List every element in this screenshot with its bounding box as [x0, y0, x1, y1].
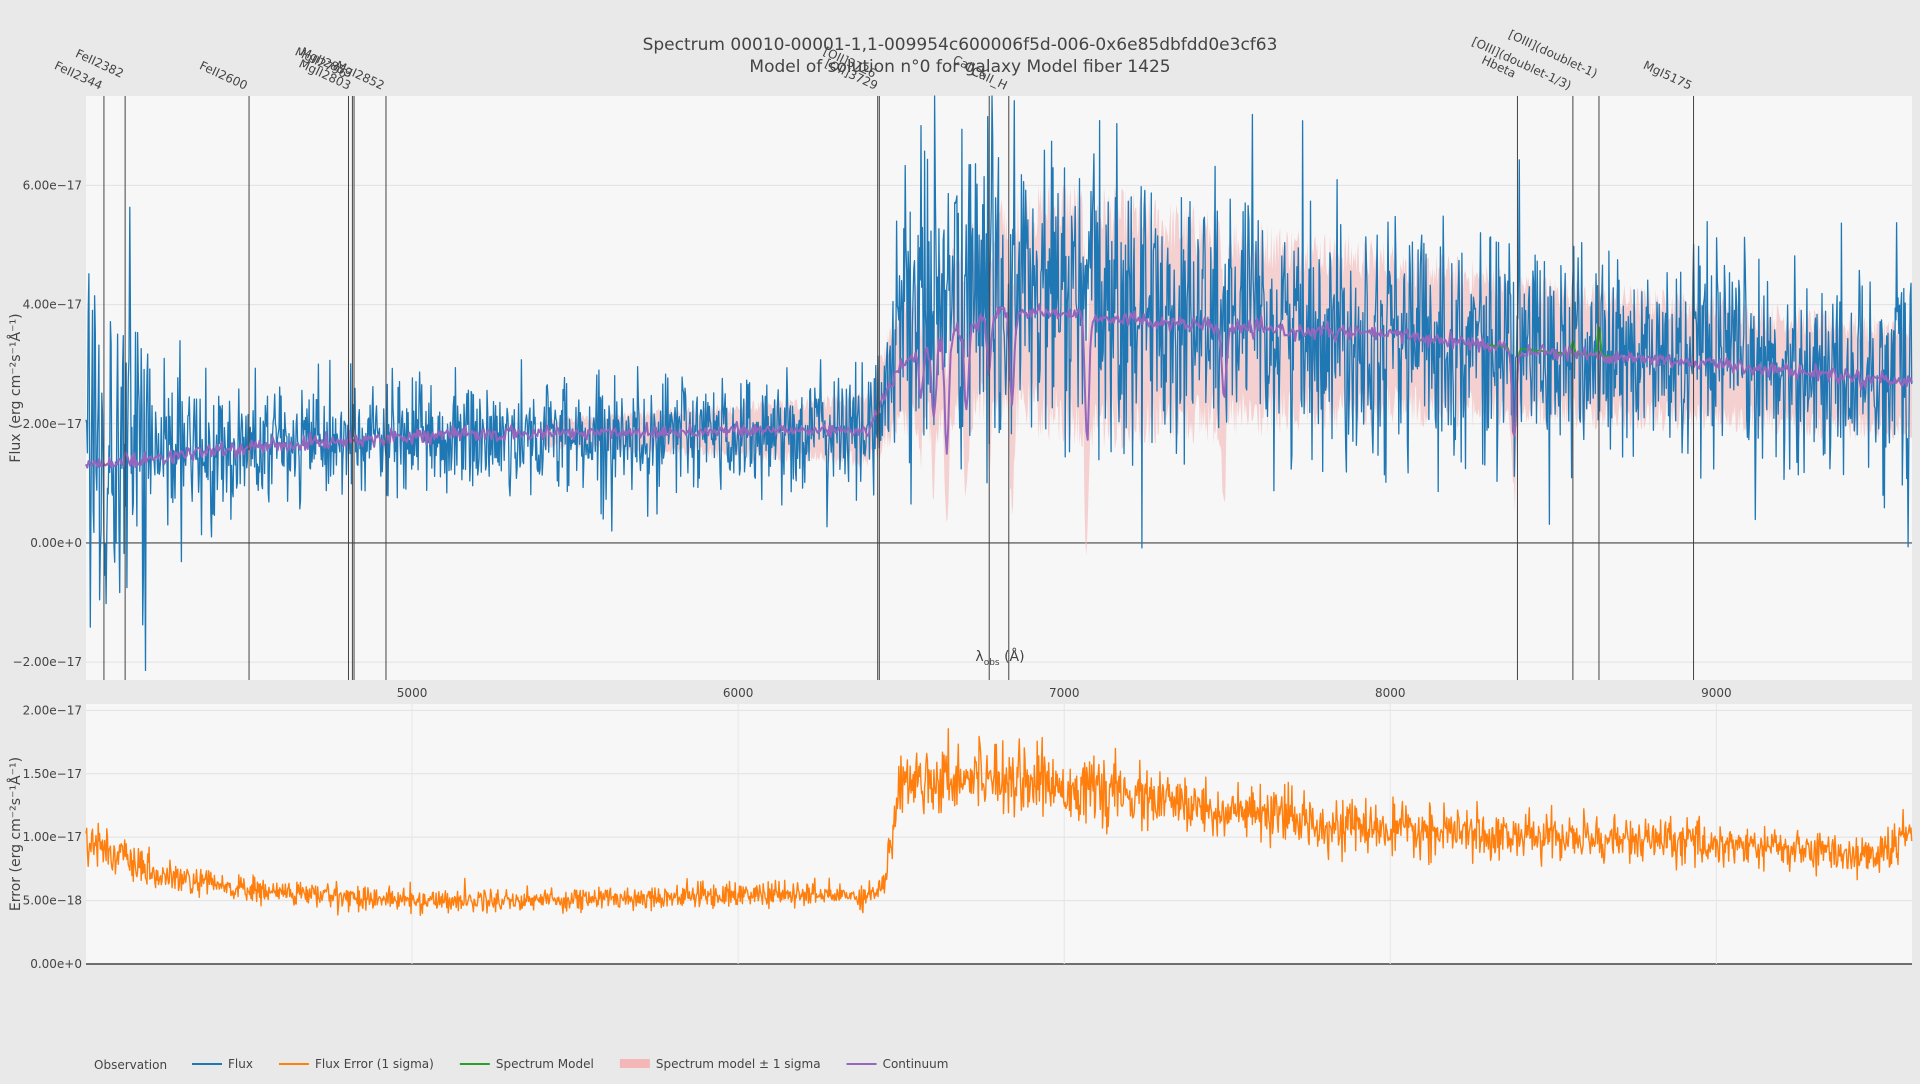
x-axis-title-tail: (Å): [1000, 648, 1025, 665]
chart-subtitle: Model of solution n°0 for galaxy Model f…: [749, 57, 1170, 77]
x-tick-label: 5000: [397, 686, 428, 700]
legend-entry-label[interactable]: Spectrum model ± 1 sigma: [656, 1057, 821, 1071]
continuum-line[interactable]: [85, 303, 1913, 469]
chart-title: Spectrum 00010-00001-1,1-009954c600006f5…: [643, 35, 1278, 55]
x-tick-label: 6000: [723, 686, 754, 700]
error-y-tick-label: 1.00e−17: [23, 830, 82, 844]
flux-y-tick-label: −2.00e−17: [13, 655, 82, 669]
error-series-layer: [85, 728, 1913, 916]
legend-entry-label[interactable]: Flux Error (1 sigma): [315, 1057, 434, 1071]
flux-y-tick-label: 0.00e+0: [30, 536, 82, 550]
x-axis-title: λobs (Å): [975, 648, 1024, 668]
legend: Observation Flux Flux Error (1 sigma) Spec…: [94, 1057, 948, 1072]
error-y-tick-label: 5.00e−18: [23, 894, 82, 908]
error-y-tick-label: 1.50e−17: [23, 767, 82, 781]
legend-swatch[interactable]: [619, 1059, 650, 1068]
legend-entry-label[interactable]: Continuum: [883, 1057, 949, 1071]
x-tick-label: 7000: [1049, 686, 1080, 700]
x-axis-title-sub: obs: [984, 658, 1000, 668]
error-panel-background[interactable]: [86, 704, 1912, 964]
x-axis-title-main: λ: [975, 649, 983, 665]
flux-y-tick-label: 2.00e−17: [23, 417, 82, 431]
x-axis-band: [86, 680, 1912, 702]
error-y-tick-label: 0.00e+0: [30, 957, 82, 971]
legend-entry-label[interactable]: Flux: [228, 1057, 253, 1071]
flux-y-axis-title: Flux (erg cm⁻²s⁻¹Å⁻¹): [7, 313, 24, 462]
continuum-series-layer: [85, 303, 1913, 469]
flux-y-tick-label: 6.00e−17: [23, 178, 82, 192]
error-panel-gridlines: 0.00e+0 5.00e−18 1.00e−17 1.50e−17 2.00e−17: [23, 703, 1912, 971]
flux-y-tick-label: 4.00e−17: [23, 298, 82, 312]
x-axis-ticks: 5000 6000 7000 8000 9000: [397, 686, 1732, 700]
legend-title: Observation: [94, 1058, 167, 1072]
error-y-axis-title: Error (erg cm⁻²s⁻¹Å⁻¹): [7, 757, 24, 911]
x-tick-label: 9000: [1701, 686, 1732, 700]
legend-entry-label[interactable]: Spectrum Model: [496, 1057, 594, 1071]
flux-error-line[interactable]: [85, 728, 1913, 916]
x-tick-label: 8000: [1375, 686, 1406, 700]
error-y-tick-label: 2.00e−17: [23, 703, 82, 717]
